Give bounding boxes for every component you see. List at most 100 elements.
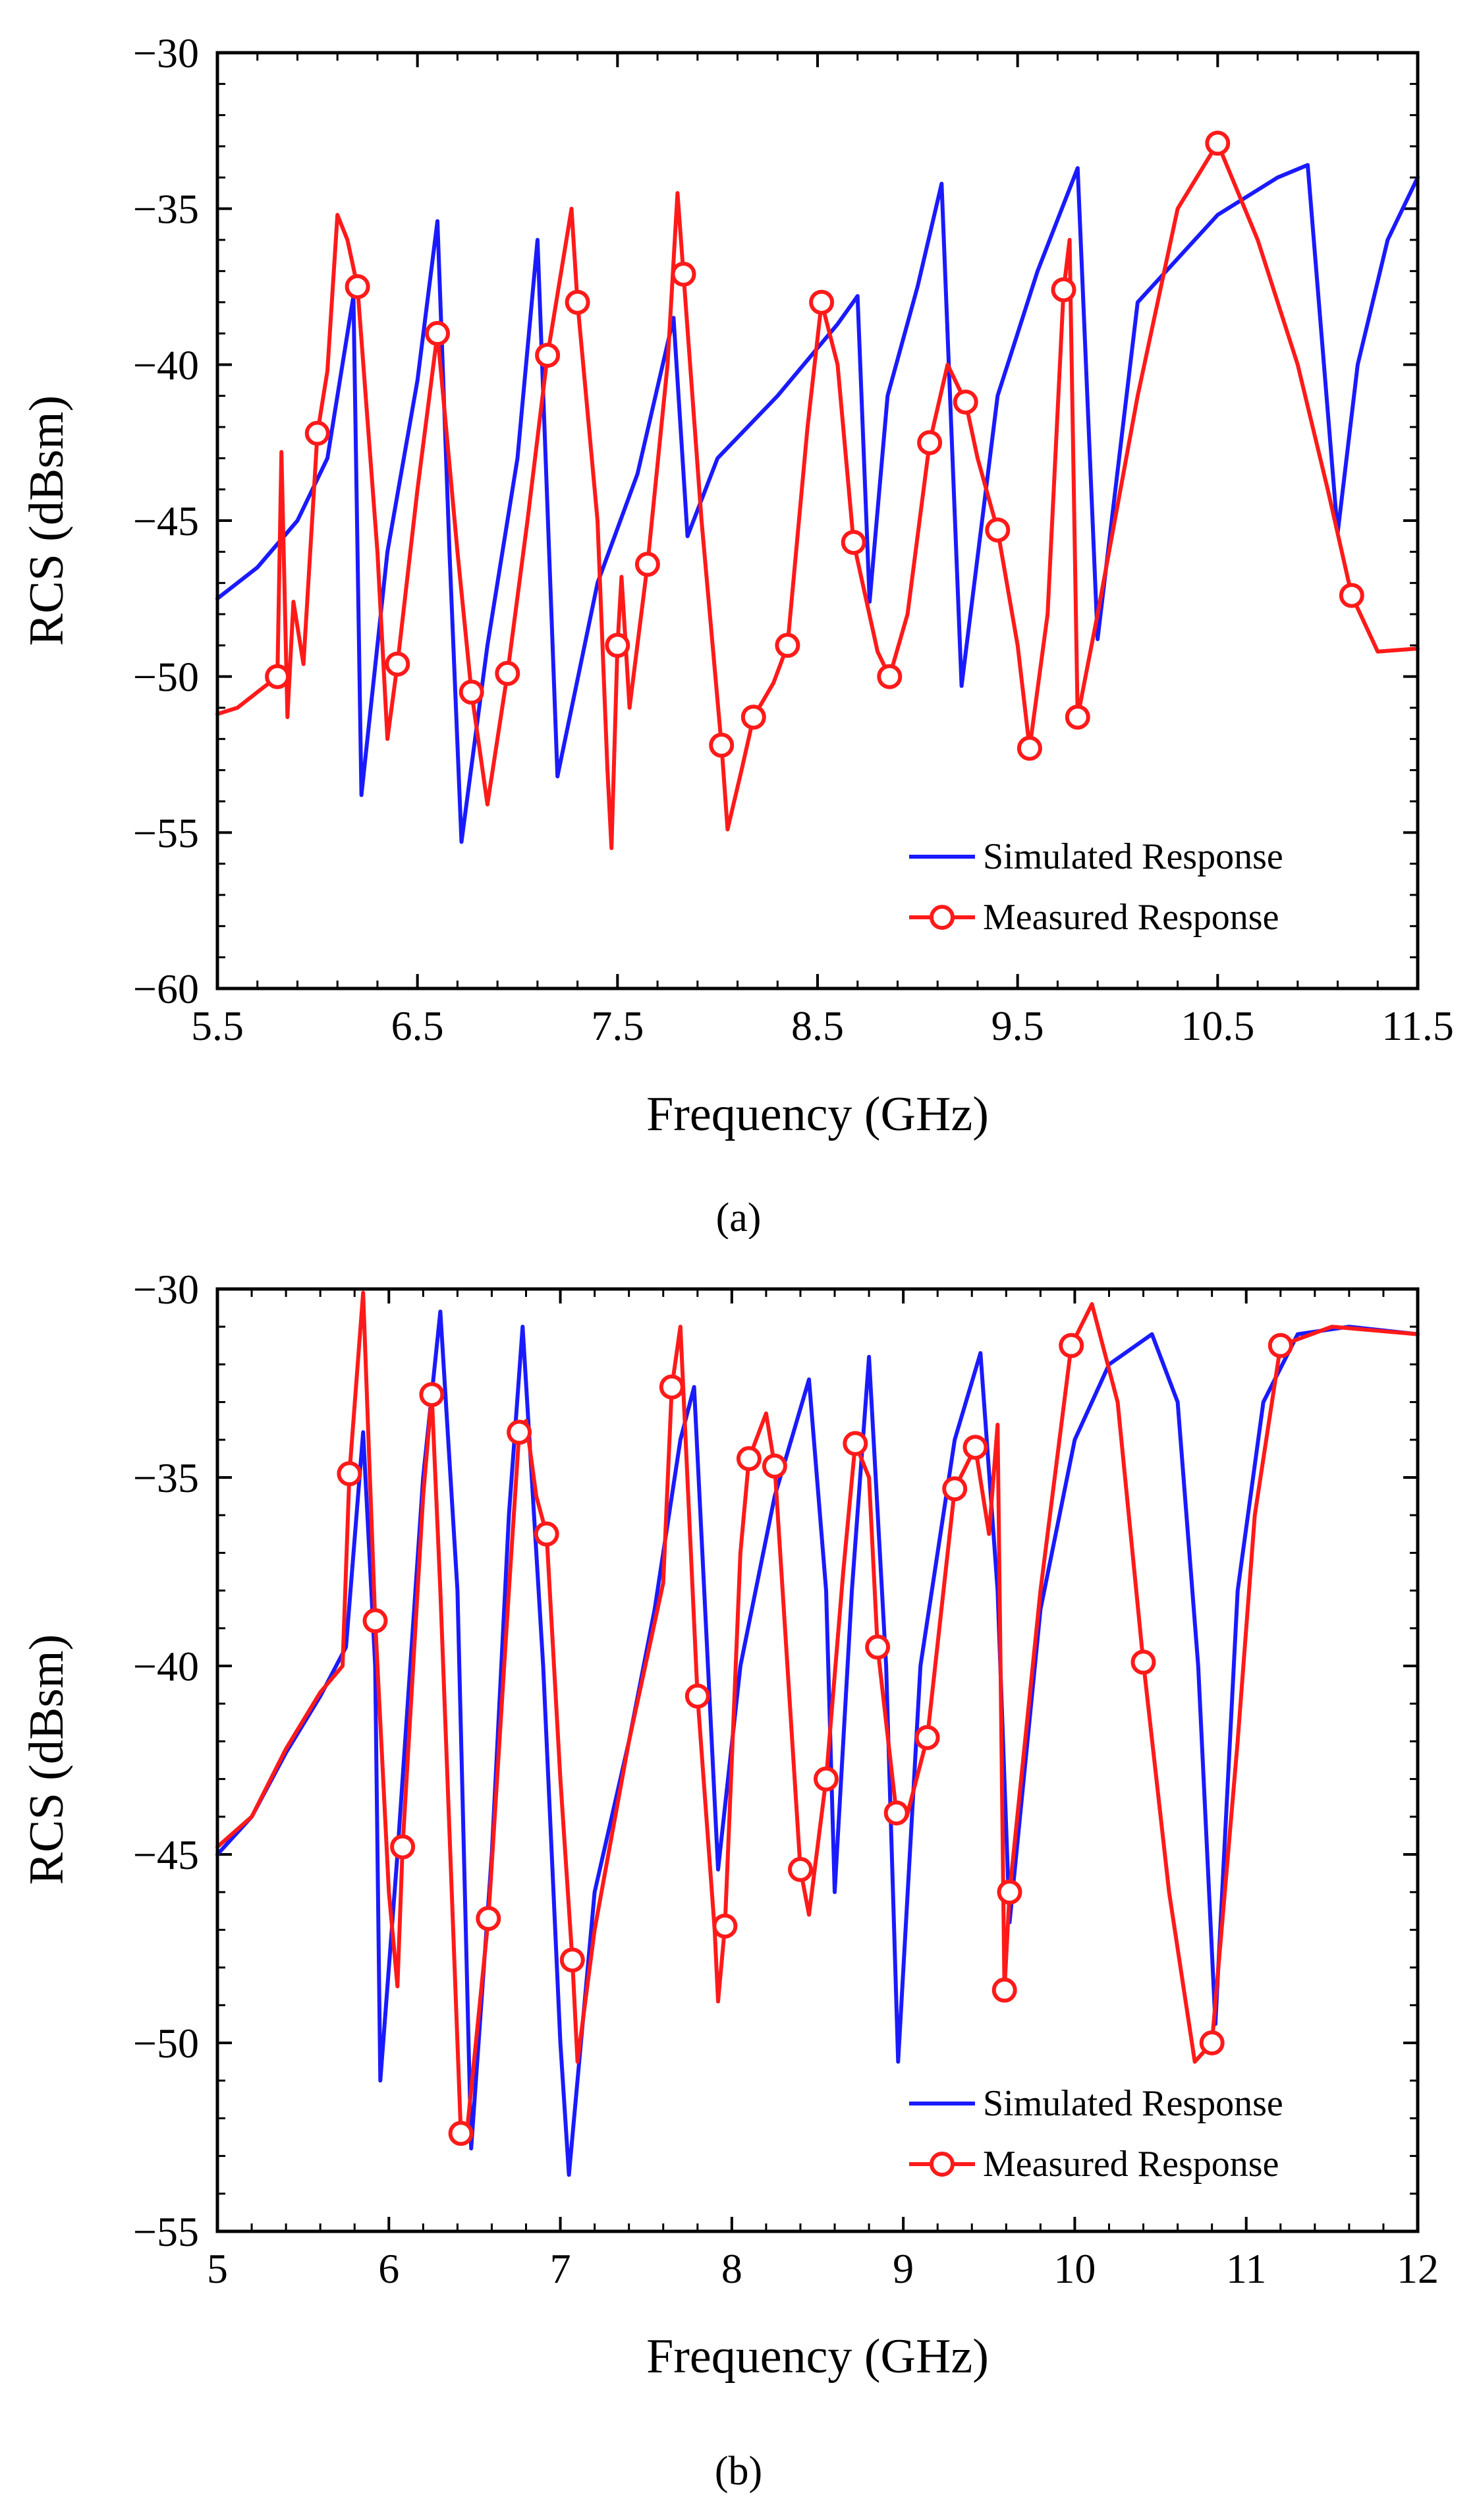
x-tick-label: 5.5	[191, 1002, 244, 1049]
measured-marker-a	[565, 289, 590, 315]
x-tick-label: 8.5	[791, 1002, 844, 1049]
measured-marker-b	[736, 1446, 762, 1472]
y-tick-label: −50	[133, 654, 199, 701]
y-tick-label: −55	[133, 809, 199, 856]
legend-b: Simulated Response Measured Response	[909, 2083, 1283, 2185]
measured-marker-b	[914, 1725, 940, 1750]
y-tick-label: −40	[133, 1643, 199, 1690]
chart-panel-b: 5 6 7 8 9 10 11 12 −30 −35 −40 −45 −50 −55 RCS (dBsm)…	[20, 1266, 1439, 2494]
measured-marker-a	[917, 430, 943, 455]
measured-marker-a	[1339, 583, 1364, 608]
measured-marker-a	[709, 732, 735, 758]
legend-label-measured-b: Measured Response	[983, 2144, 1279, 2185]
legend-marker-measured-b	[930, 2152, 955, 2177]
measured-marker-b	[559, 1947, 585, 1973]
series-layer-b	[215, 1290, 1420, 2177]
x-axis-label-b: Frequency (GHz)	[646, 2330, 989, 2384]
measured-marker-a	[1065, 704, 1090, 730]
x-tick-label: 5	[207, 2245, 228, 2292]
measured-marker-b	[942, 1476, 968, 1502]
tick-group-a: 5.5 6.5 7.5 8.5 9.5 10.5 11.5 −30 −35 −40 −45 −50 −5…	[133, 30, 1454, 1049]
measured-marker-a	[1017, 735, 1042, 761]
measured-response-line-b	[215, 1290, 1420, 2143]
measured-marker-b	[419, 1382, 445, 1408]
measured-marker-b	[448, 2121, 474, 2146]
measured-marker-b	[507, 1419, 532, 1445]
measured-marker-b	[1199, 2030, 1225, 2055]
simulated-response-line-a	[215, 163, 1420, 844]
legend-label-simulated-a: Simulated Response	[983, 836, 1283, 877]
measured-marker-b	[962, 1435, 988, 1460]
legend-label-simulated-b: Simulated Response	[983, 2083, 1283, 2124]
y-tick-label: −45	[133, 1831, 199, 1878]
measured-marker-b	[1059, 1332, 1084, 1358]
measured-marker-b	[865, 1634, 891, 1660]
measured-marker-a	[385, 651, 410, 677]
measured-marker-a	[345, 274, 370, 299]
measured-marker-a	[841, 530, 866, 556]
measured-marker-a	[304, 420, 330, 446]
x-tick-label: 9.5	[991, 1002, 1044, 1049]
measured-marker-b	[1268, 1332, 1293, 1358]
x-tick-label: 11	[1226, 2245, 1267, 2292]
simulated-response-line-b	[215, 1309, 1420, 2177]
y-tick-label: −45	[133, 498, 199, 544]
panel-label-b: (b)	[715, 2449, 762, 2494]
chart-panel-a: 5.5 6.5 7.5 8.5 9.5 10.5 11.5 −30 −35 −40 −45 −50 −5…	[20, 30, 1454, 1239]
measured-marker-b	[1130, 1649, 1156, 1675]
measured-marker-b	[476, 1906, 501, 1932]
y-tick-label: −55	[133, 2208, 199, 2255]
measured-marker-a	[809, 289, 835, 315]
x-tick-label: 6.5	[391, 1002, 444, 1049]
y-tick-label: −35	[133, 186, 199, 233]
measured-marker-b	[997, 1879, 1022, 1905]
measured-marker-b	[788, 1856, 813, 1882]
measured-marker-b	[337, 1461, 362, 1487]
measured-marker-a	[740, 704, 766, 730]
x-tick-label: 10.5	[1181, 1002, 1254, 1049]
measured-marker-a	[775, 633, 800, 658]
legend-label-measured-a: Measured Response	[983, 897, 1279, 938]
x-tick-label: 11.5	[1381, 1002, 1454, 1049]
measured-marker-a	[459, 679, 484, 705]
measured-marker-b	[362, 1608, 388, 1634]
x-tick-label: 10	[1053, 2245, 1096, 2292]
measured-marker-a	[671, 262, 696, 287]
y-tick-label: −35	[133, 1454, 199, 1501]
measured-marker-a	[265, 664, 291, 689]
legend-marker-measured-a	[930, 905, 955, 930]
plot-frame-b	[215, 1287, 1420, 2233]
x-tick-label: 9	[893, 2245, 914, 2292]
measured-marker-b	[991, 1977, 1017, 2003]
x-tick-label: 7	[550, 2245, 571, 2292]
measured-marker-b	[390, 1834, 416, 1860]
measured-marker-a	[425, 321, 450, 346]
series-layer-a	[215, 130, 1420, 850]
measured-marker-b	[684, 1683, 710, 1709]
y-tick-label: −30	[133, 30, 199, 76]
y-axis-label-a: RCS (dBsm)	[20, 395, 74, 646]
tick-group-b: 5 6 7 8 9 10 11 12 −30 −35 −40 −45 −50 −55	[133, 1266, 1439, 2292]
x-axis-label-a: Frequency (GHz)	[646, 1087, 989, 1141]
measured-marker-a	[953, 389, 978, 415]
measured-marker-a	[1051, 277, 1076, 302]
x-tick-label: 6	[378, 2245, 399, 2292]
y-tick-label: −40	[133, 341, 199, 388]
measured-marker-b	[814, 1766, 839, 1792]
measured-marker-a	[877, 664, 903, 689]
measured-marker-a	[1205, 130, 1231, 156]
y-tick-label: −50	[133, 2020, 199, 2067]
measured-marker-a	[985, 517, 1011, 543]
measured-marker-b	[762, 1453, 787, 1479]
y-tick-label: −60	[133, 965, 199, 1012]
x-tick-label: 7.5	[591, 1002, 644, 1049]
y-tick-label: −30	[133, 1266, 199, 1313]
x-tick-label: 8	[721, 2245, 742, 2292]
measured-marker-b	[883, 1800, 909, 1826]
measured-marker-a	[535, 343, 561, 368]
measured-marker-b	[712, 1913, 738, 1939]
y-axis-label-b: RCS (dBsm)	[20, 1634, 74, 1885]
measured-marker-b	[659, 1374, 684, 1400]
legend-a: Simulated Response Measured Response	[909, 836, 1283, 938]
measured-marker-a	[605, 633, 630, 658]
